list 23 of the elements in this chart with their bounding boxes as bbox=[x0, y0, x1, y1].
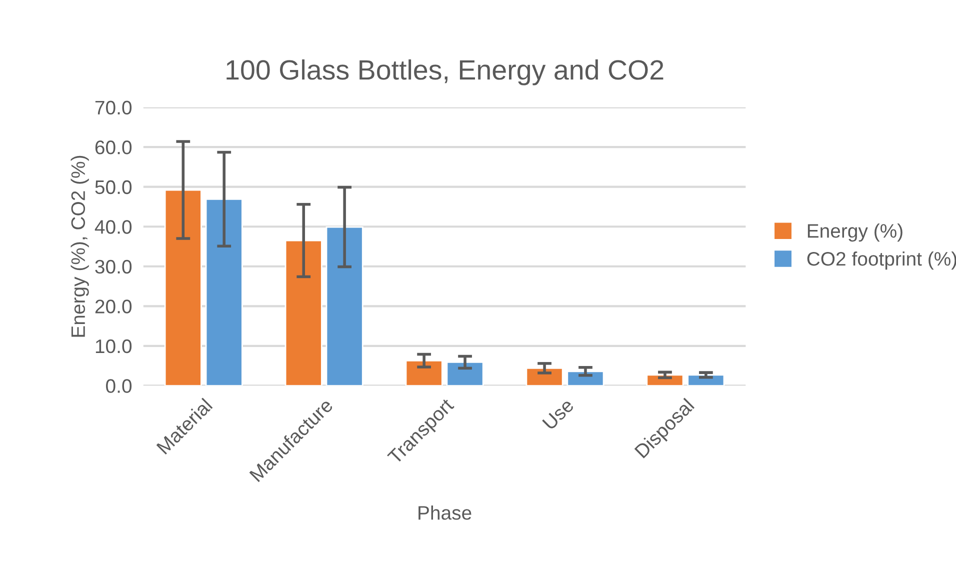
y-tick-label: 20.0 bbox=[95, 300, 132, 314]
x-axis-title: Phase bbox=[418, 505, 472, 520]
bar bbox=[687, 374, 725, 386]
legend-label: CO2 footprint (%) bbox=[807, 251, 956, 270]
bar bbox=[205, 198, 243, 386]
bar bbox=[326, 226, 364, 386]
y-axis-title: Energy (%), CO2 (%) bbox=[70, 156, 89, 337]
y-tick-label: 70.0 bbox=[95, 100, 132, 115]
x-tick-label: Use bbox=[542, 398, 574, 430]
bar bbox=[566, 370, 604, 386]
chart-title: 100 Glass Bottles, Energy and CO2 bbox=[226, 59, 664, 86]
bar bbox=[446, 362, 484, 386]
y-tick-label: 40.0 bbox=[94, 220, 132, 234]
bar bbox=[405, 360, 443, 386]
y-tick-label: 30.0 bbox=[95, 260, 132, 274]
y-tick-label: 60.0 bbox=[95, 140, 132, 154]
bar bbox=[164, 189, 202, 386]
y-tick-label: 50.0 bbox=[95, 180, 132, 194]
legend-label: Energy (%) bbox=[808, 224, 902, 242]
bar bbox=[284, 240, 322, 386]
bar bbox=[526, 368, 564, 386]
y-tick-label: 10.0 bbox=[96, 339, 132, 354]
y-tick-label: 0.0 bbox=[106, 379, 132, 393]
